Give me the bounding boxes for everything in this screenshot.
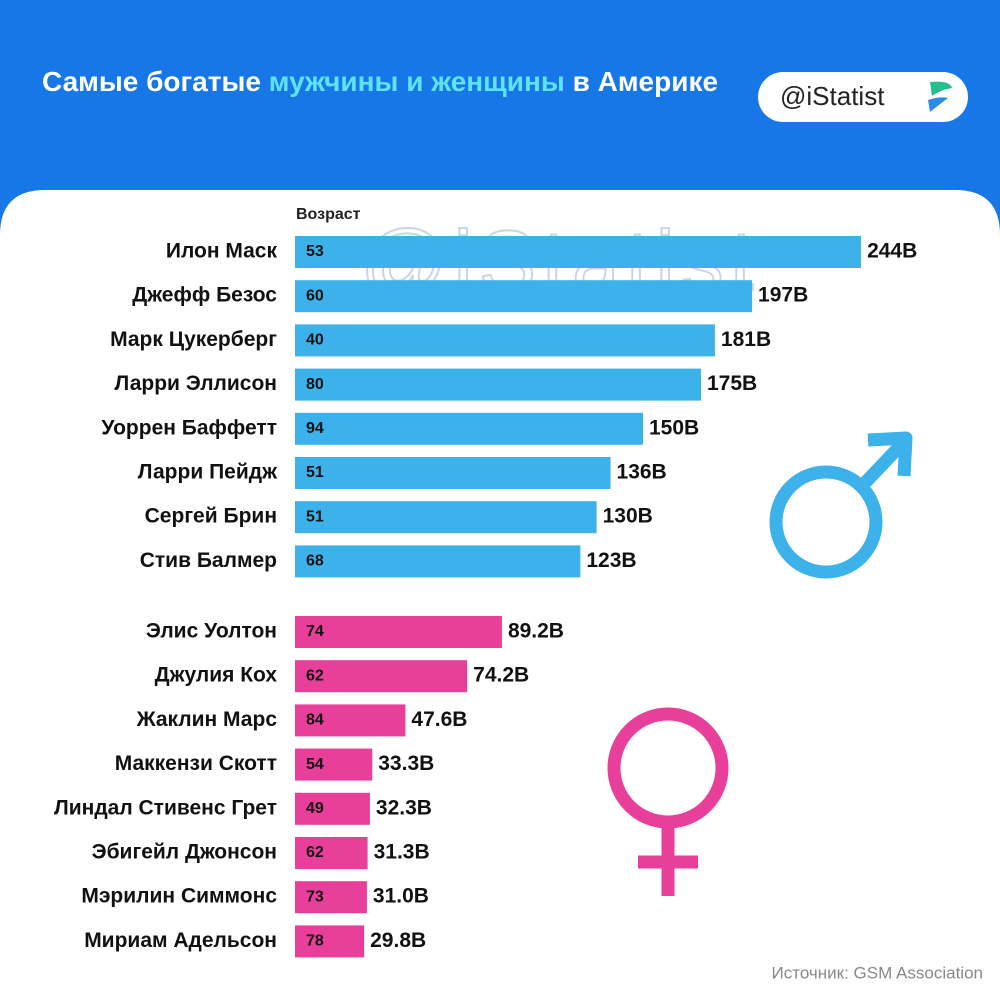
category-label: Маккензи Скотт bbox=[115, 752, 277, 775]
age-label: 40 bbox=[306, 332, 324, 349]
value-label: 181B bbox=[721, 328, 771, 351]
age-label: 60 bbox=[306, 287, 324, 304]
category-label: Эбигейл Джонсон bbox=[92, 841, 277, 864]
category-label: Джулия Кох bbox=[155, 664, 278, 687]
age-label: 51 bbox=[306, 508, 324, 525]
bar bbox=[295, 280, 753, 313]
value-label: 29.8B bbox=[370, 929, 426, 952]
category-label: Илон Маск bbox=[166, 240, 278, 263]
bar bbox=[295, 704, 406, 737]
bar bbox=[295, 792, 370, 825]
category-label: Уоррен Баффетт bbox=[101, 416, 277, 439]
age-label: 94 bbox=[306, 420, 324, 437]
source: Источник: GSM Association bbox=[772, 963, 983, 982]
category-label: Стив Балмер bbox=[140, 549, 277, 572]
female-symbol bbox=[607, 707, 729, 896]
value-label: 31.0B bbox=[373, 885, 429, 908]
value-label: 136B bbox=[617, 461, 667, 484]
age-title: Возраст bbox=[296, 206, 361, 223]
age-label: 62 bbox=[306, 667, 324, 684]
bar bbox=[295, 925, 365, 958]
value-label: 31.3B bbox=[374, 841, 430, 864]
category-label: Сергей Брин bbox=[145, 505, 277, 528]
value-label: 89.2B bbox=[508, 620, 564, 643]
value-label: 130B bbox=[603, 505, 653, 528]
bar bbox=[295, 545, 581, 578]
title-part: Самые богатые bbox=[42, 66, 269, 97]
category-label: Элис Уолтон bbox=[146, 620, 277, 643]
category-label: Мэрилин Симмонс bbox=[81, 885, 277, 908]
category-label: Линдал Стивенс Грет bbox=[54, 796, 277, 819]
age-label: 54 bbox=[306, 756, 324, 773]
value-label: 74.2B bbox=[473, 664, 529, 687]
age-label: 51 bbox=[306, 464, 324, 481]
age-label: 78 bbox=[306, 933, 324, 950]
title: Самые богатые мужчины и женщины в Америк… bbox=[42, 58, 722, 106]
age-label: 53 bbox=[306, 243, 324, 260]
value-label: 47.6B bbox=[411, 708, 467, 731]
age-label: 62 bbox=[306, 844, 324, 861]
bar bbox=[295, 457, 611, 489]
title-part: в Америке bbox=[564, 66, 719, 97]
logo bbox=[928, 97, 948, 112]
value-label: 150B bbox=[649, 416, 699, 439]
value-label: 197B bbox=[758, 284, 808, 307]
age-label: 68 bbox=[306, 553, 324, 570]
category-label: Джефф Безос bbox=[132, 284, 277, 307]
value-label: 123B bbox=[586, 549, 636, 572]
category-label: Ларри Эллисон bbox=[114, 372, 277, 395]
value-label: 33.3B bbox=[378, 752, 434, 775]
value-label: 175B bbox=[707, 372, 757, 395]
category-label: Мириам Адельсон bbox=[84, 929, 277, 952]
bar bbox=[295, 501, 597, 534]
bar bbox=[295, 412, 643, 445]
bar bbox=[295, 748, 373, 781]
age-label: 80 bbox=[306, 376, 324, 393]
age-label: 49 bbox=[306, 800, 324, 817]
age-label: 84 bbox=[306, 712, 324, 729]
male-symbol bbox=[769, 431, 913, 579]
brand-pill bbox=[758, 72, 968, 122]
value-label: 244B bbox=[867, 240, 917, 263]
bar bbox=[295, 368, 701, 401]
logo bbox=[930, 81, 952, 96]
bar bbox=[295, 324, 715, 357]
panel bbox=[0, 190, 1000, 1000]
value-label: 32.3B bbox=[376, 796, 432, 819]
bar bbox=[295, 236, 862, 268]
title-part: мужчины и женщины bbox=[268, 66, 565, 97]
bar bbox=[295, 616, 502, 648]
category-label: Ларри Пейдж bbox=[138, 461, 278, 484]
brand: @iStatist bbox=[780, 81, 885, 111]
category-label: Жаклин Марс bbox=[136, 708, 278, 731]
bar bbox=[295, 660, 468, 693]
age-label: 73 bbox=[306, 888, 324, 905]
bar bbox=[295, 837, 368, 869]
category-label: Марк Цукерберг bbox=[110, 328, 277, 351]
bar bbox=[295, 881, 367, 914]
age-label: 74 bbox=[306, 623, 324, 640]
